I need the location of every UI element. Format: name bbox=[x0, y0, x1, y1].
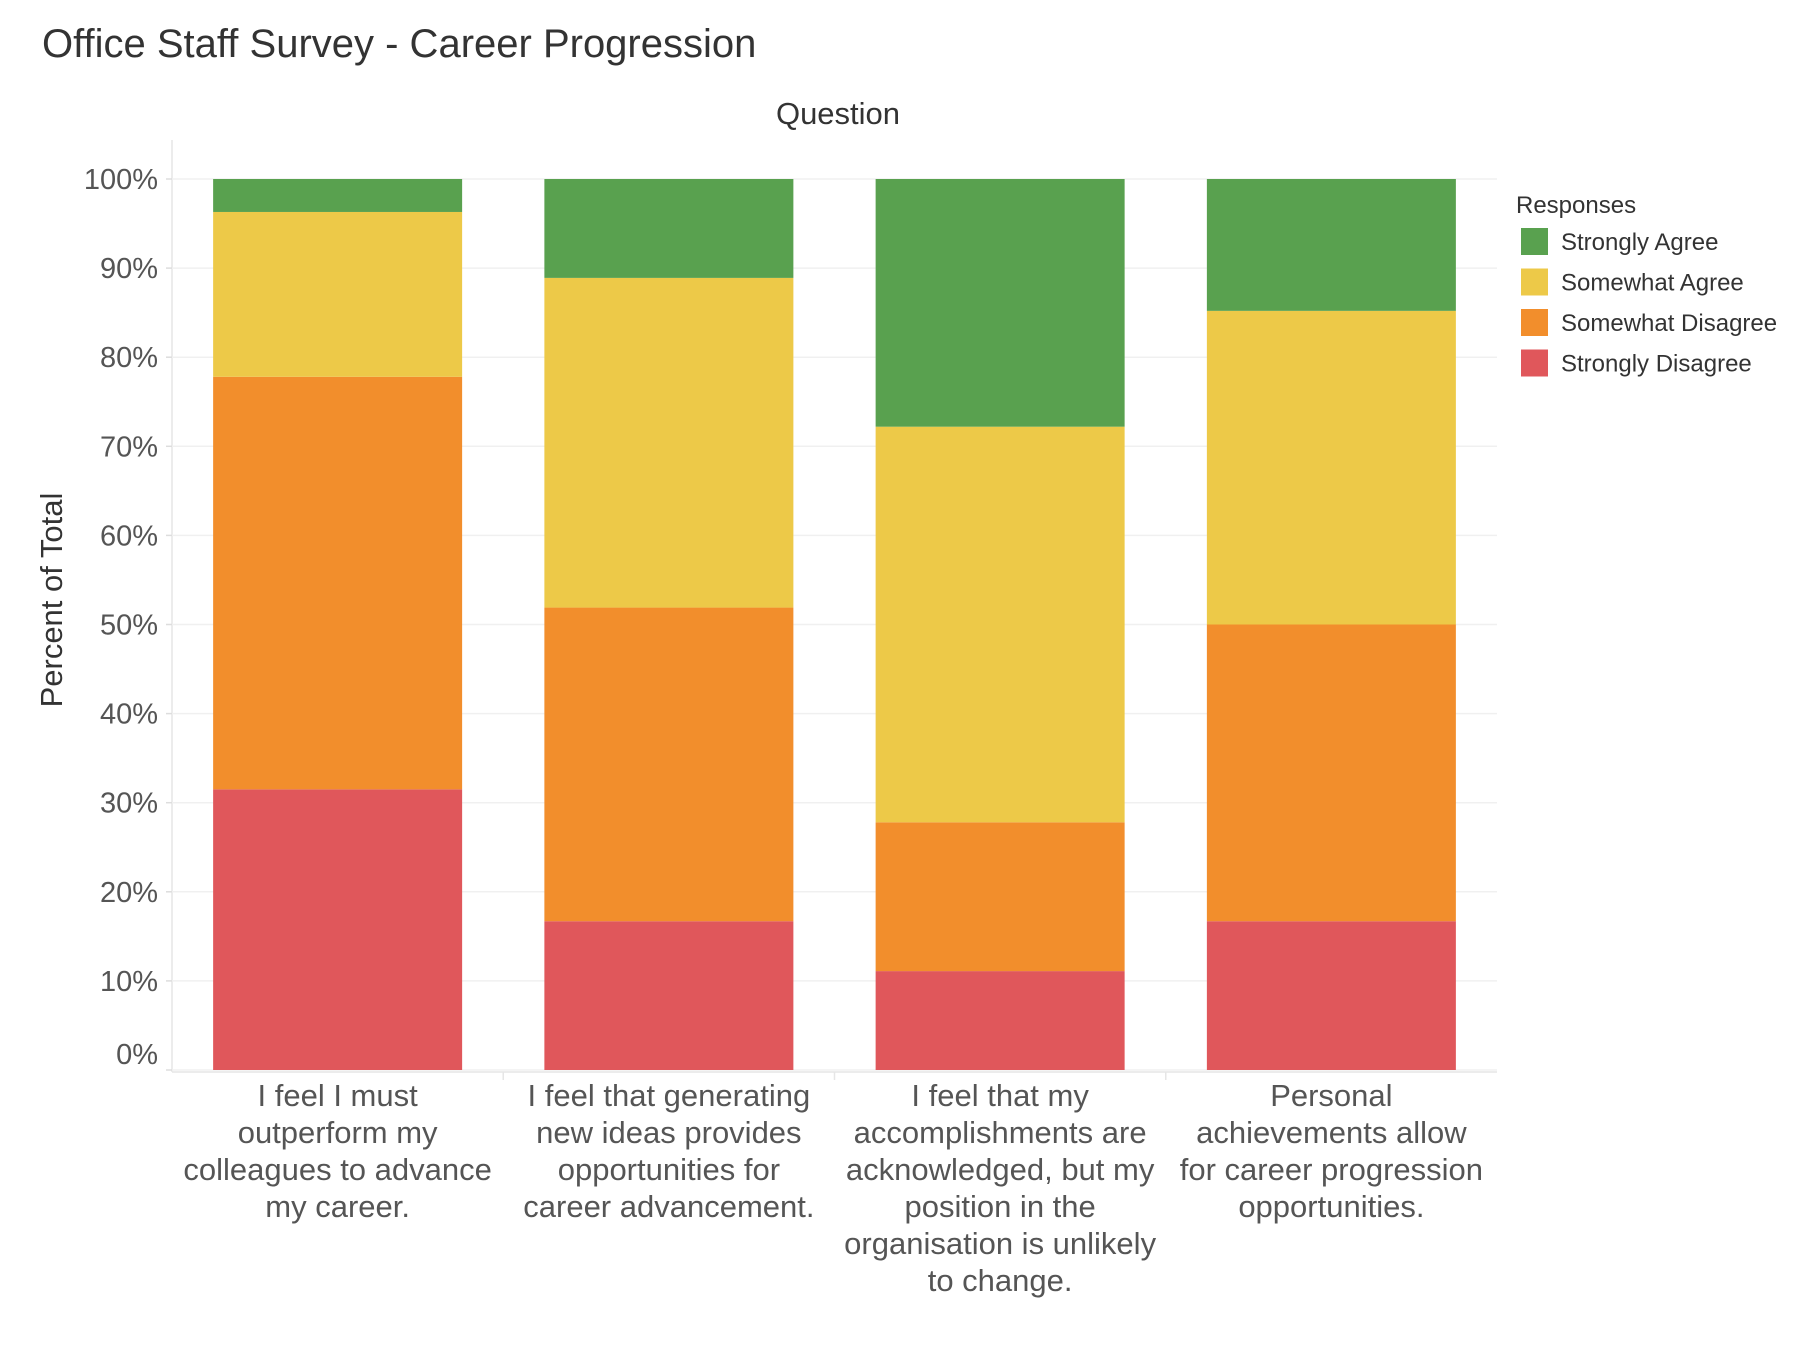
bar-segment bbox=[1206, 624, 1456, 922]
legend-swatch bbox=[1521, 228, 1548, 255]
legend-swatch bbox=[1521, 268, 1548, 296]
bar-segment bbox=[213, 211, 463, 377]
y-tick-label: 0% bbox=[116, 1039, 158, 1071]
bar-segment bbox=[544, 921, 794, 1070]
legend-label: Strongly Disagree bbox=[1561, 351, 1752, 378]
y-tick-label: 50% bbox=[100, 610, 158, 642]
axes: Question Percent of Total bbox=[34, 96, 900, 707]
bar-segment bbox=[1206, 179, 1456, 311]
x-category-label: I feel that my accomplishments are acknowl… bbox=[844, 1078, 1156, 1298]
x-category-label: Personal achievements allow for career pro… bbox=[1180, 1078, 1483, 1224]
legend-title: Responses bbox=[1516, 192, 1636, 219]
bar-segment bbox=[213, 789, 463, 1070]
x-category-label: I feel I must outperform my colleagues to … bbox=[183, 1078, 492, 1224]
y-tick-label: 100% bbox=[84, 164, 158, 196]
legend-label: Strongly Agree bbox=[1561, 229, 1718, 256]
legend-label: Somewhat Disagree bbox=[1561, 310, 1777, 337]
y-tick-label: 10% bbox=[100, 966, 158, 998]
bar-segment bbox=[875, 971, 1125, 1070]
bar-segment bbox=[544, 607, 794, 922]
bar-segment bbox=[1206, 310, 1456, 625]
y-tick-label: 70% bbox=[100, 431, 158, 463]
legend-label: Somewhat Agree bbox=[1561, 270, 1744, 297]
bar-segment bbox=[875, 426, 1125, 823]
x-category-label: I feel that generating new ideas provides… bbox=[523, 1078, 814, 1224]
y-tick-label: 20% bbox=[100, 877, 158, 909]
y-tick-label: 80% bbox=[100, 342, 158, 374]
x-axis-labels: I feel I must outperform my colleagues to … bbox=[183, 1078, 1483, 1298]
bar-segment bbox=[544, 179, 794, 278]
bar-segment bbox=[875, 822, 1125, 972]
bar-segment bbox=[1206, 921, 1456, 1070]
y-axis-ticks: 0% 10% 20% 30% 40% 50% 60% 70% 80% 90% 100% bbox=[84, 164, 172, 1071]
y-tick-label: 30% bbox=[100, 788, 158, 820]
legend-swatch bbox=[1521, 349, 1548, 377]
bar-segment bbox=[213, 179, 463, 212]
legend-swatch bbox=[1521, 309, 1548, 336]
legend: Responses Strongly Agree Somewhat Agree So… bbox=[1516, 192, 1777, 378]
chart-title: Office Staff Survey - Career Progression bbox=[42, 22, 757, 66]
y-tick-label: 90% bbox=[100, 253, 158, 285]
y-tick-label: 40% bbox=[100, 699, 158, 731]
bar-segment bbox=[875, 179, 1125, 427]
y-tick-label: 60% bbox=[100, 520, 158, 552]
bar-segment bbox=[544, 277, 794, 608]
bars bbox=[213, 179, 1456, 1070]
y-axis-title: Percent of Total bbox=[34, 493, 69, 708]
bar-segment bbox=[213, 376, 463, 790]
column-header: Question bbox=[776, 96, 900, 131]
